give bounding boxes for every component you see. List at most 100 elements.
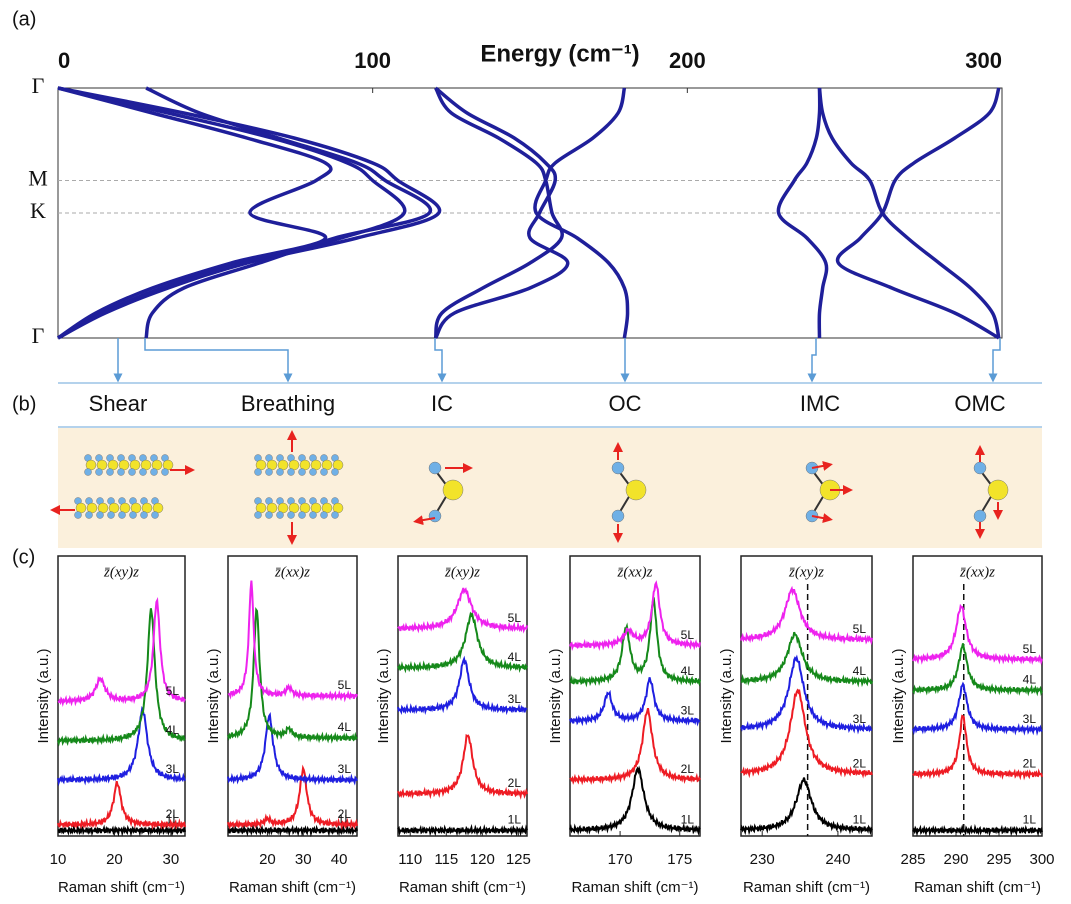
dispersion-branch [57, 86, 407, 340]
x-tick-label: 20 [259, 851, 276, 868]
layer-label: 5L [338, 678, 352, 692]
layer-label: 3L [1023, 712, 1037, 726]
layer-label: 5L [853, 622, 867, 636]
spectrum [57, 608, 186, 747]
y-axis-label: Intensity (a.u.) [718, 648, 735, 743]
atom [331, 511, 339, 519]
layer-label: 4L [338, 720, 352, 734]
spectrum [912, 714, 1043, 781]
panel-label: (a) [12, 8, 36, 30]
layer-label: 1L [1023, 813, 1037, 827]
panel-label: (b) [12, 393, 36, 415]
spectrum [227, 764, 358, 831]
x-tick-label: 30 [163, 851, 180, 868]
atom [298, 468, 306, 476]
spectrum [227, 607, 358, 744]
dispersion-branch [433, 87, 564, 339]
x-axis-label: Raman shift (cm⁻¹) [58, 879, 185, 896]
atom [265, 468, 273, 476]
atom [140, 511, 148, 519]
x-tick-label: 230 [750, 851, 775, 868]
atom [276, 468, 284, 476]
atom [118, 511, 126, 519]
atom [107, 511, 115, 519]
dispersion-branch [434, 86, 570, 340]
x-tick-label: 10 [50, 851, 67, 868]
x-tick-label: 115 [434, 851, 458, 868]
mode-label: OC [609, 391, 642, 416]
x-tick-label: 240 [825, 851, 850, 868]
x-tick-label: 20 [106, 851, 123, 868]
atom [298, 511, 306, 519]
layer-label: 5L [166, 684, 180, 698]
k-point-label: M [28, 166, 48, 191]
subplot-title: z̄(xx)z [617, 564, 653, 580]
atom [331, 468, 339, 476]
atom [987, 479, 1009, 501]
layer-label: 2L [1023, 757, 1037, 771]
layer-label: 5L [1023, 642, 1037, 656]
mode-band [58, 428, 1042, 548]
spectrum [912, 603, 1043, 666]
subplot-title: z̄(xy)z [788, 564, 824, 580]
k-point-label: K [30, 198, 46, 223]
plot-frame [397, 555, 528, 837]
spectrum [57, 780, 186, 831]
mode-icons [50, 430, 1009, 545]
subplot-title: z̄(xx)z [959, 564, 995, 580]
atom [309, 468, 317, 476]
layer-label: 1L [508, 813, 522, 827]
atom [161, 468, 169, 476]
x-tick-label: 100 [354, 48, 391, 73]
layer-label: 4L [166, 723, 180, 737]
y-axis-label: Intensity (a.u.) [205, 648, 222, 743]
mode-label: IC [431, 391, 453, 416]
y-axis-label: Intensity (a.u.) [890, 648, 907, 743]
y-axis-label: Intensity (a.u.) [375, 648, 392, 743]
atom [74, 511, 82, 519]
subplot-title: z̄(xx)z [274, 564, 310, 580]
x-tick-label: 30 [295, 851, 312, 868]
spectrum [397, 587, 528, 634]
spectrum [569, 597, 701, 688]
spectrum [740, 631, 873, 688]
atom [84, 468, 92, 476]
layer-label: 2L [681, 762, 695, 776]
spectrum [57, 705, 186, 787]
layer-label: 5L [508, 611, 522, 625]
spectrum [397, 733, 528, 800]
atom [95, 468, 103, 476]
atom [128, 468, 136, 476]
spectrum [227, 712, 358, 786]
x-tick-label: 110 [398, 851, 422, 868]
layer-label: 2L [338, 807, 352, 821]
mode-label: Shear [89, 391, 148, 416]
y-axis-label: Intensity (a.u.) [35, 648, 52, 743]
layer-label: 2L [508, 776, 522, 790]
atom [973, 461, 987, 475]
k-point-label: Γ [32, 73, 45, 98]
x-tick-label: 125 [506, 851, 531, 868]
x-tick-label: 295 [986, 851, 1011, 868]
spectrum [912, 643, 1043, 697]
x-axis-label: Raman shift (cm⁻¹) [571, 879, 698, 896]
x-axis-label: Raman shift (cm⁻¹) [743, 879, 870, 896]
atom [106, 468, 114, 476]
plot-frame [912, 555, 1043, 837]
x-axis-label: Raman shift (cm⁻¹) [399, 879, 526, 896]
atom [287, 468, 295, 476]
x-tick-label: 0 [58, 48, 70, 73]
motion-arrow [811, 461, 833, 471]
x-tick-label: 170 [608, 851, 633, 868]
spectrum [569, 677, 701, 727]
layer-label: 5L [681, 628, 695, 642]
mode-label: OMC [954, 391, 1005, 416]
atom [320, 468, 328, 476]
spectrum [57, 597, 186, 708]
layer-label: 4L [853, 664, 867, 678]
atom [129, 511, 137, 519]
atom [139, 468, 147, 476]
atom [96, 511, 104, 519]
